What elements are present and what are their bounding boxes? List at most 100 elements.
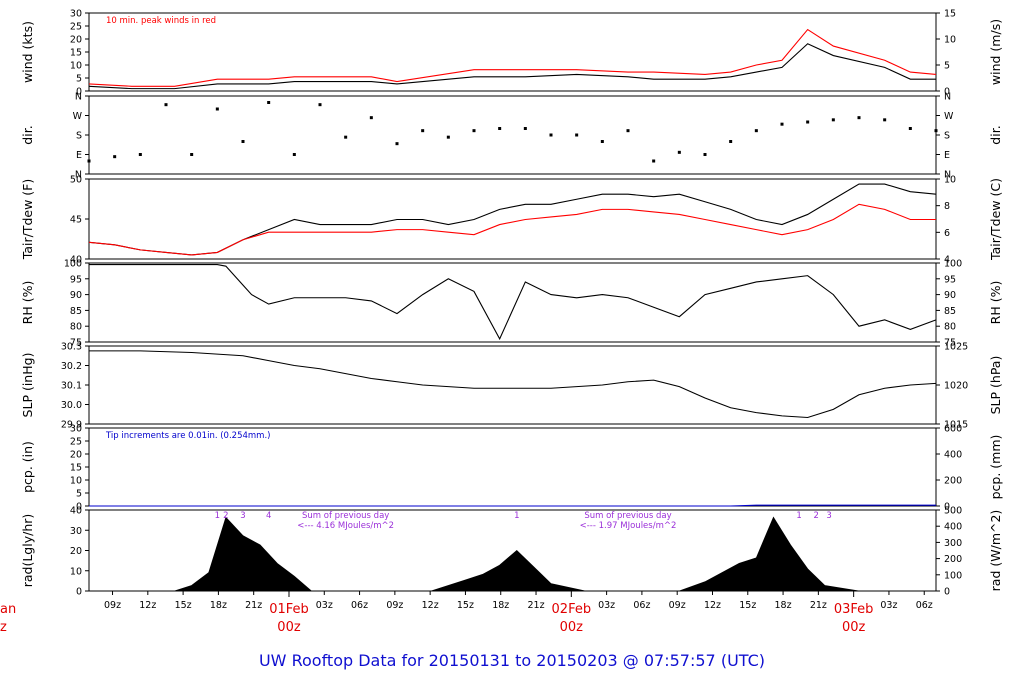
rad-right-tick-label: 200: [944, 554, 962, 565]
rh-left-tick-label: 75: [70, 338, 82, 349]
slp-right-tick-label: 1015: [944, 420, 968, 431]
dir-left-tick-label: N: [75, 92, 82, 103]
pcp-right-tick-label: 600: [944, 424, 962, 435]
wind-note: 10 min. peak winds in red: [106, 16, 216, 26]
rad-daily-sum-value: <--- 1.97 MJoules/m^2: [580, 521, 677, 531]
pcp-series-0: [89, 504, 936, 507]
dir-left-axis-label: dir.: [20, 125, 35, 144]
rh-right-tick-label: 90: [944, 290, 956, 301]
slp-left-axis-label: SLP (inHg): [20, 353, 35, 418]
rh-right-tick-label: 85: [944, 306, 956, 317]
dir-point: [523, 127, 527, 130]
rad-left-tick-label: 10: [70, 566, 82, 577]
rh-left-tick-label: 90: [70, 290, 82, 301]
slp-series-0: [89, 350, 937, 419]
pcp-left-tick-label: 30: [70, 424, 82, 435]
time-tick-label: 03z: [598, 600, 615, 611]
rh-series-0: [89, 264, 937, 341]
time-tick-label: 15z: [739, 600, 756, 611]
dir-point: [703, 153, 707, 156]
time-tick-label: 21z: [245, 600, 262, 611]
dir-point: [87, 159, 91, 163]
dir-left-tick-label: E: [76, 150, 82, 161]
time-tick-label: 03z: [316, 600, 333, 611]
day-date-label: 02Feb: [552, 602, 592, 617]
time-tick-label: 06z: [351, 600, 368, 611]
slp-left-tick-label: 30.1: [61, 381, 82, 392]
dir-point: [652, 159, 656, 163]
wind-left-tick-label: 20: [70, 35, 82, 46]
dir-point: [446, 135, 450, 139]
slp-right-tick-label: 1025: [944, 342, 968, 353]
rad-daily-sum-value: <--- 4.16 MJoules/m^2: [297, 521, 394, 531]
pcp-right-axis-label: pcp. (mm): [988, 435, 1003, 500]
dir-point: [575, 133, 579, 137]
rh-left-axis-label: RH (%): [20, 281, 35, 325]
rad-peak-marker: 1: [796, 511, 801, 521]
dir-right-tick-label: E: [944, 150, 950, 161]
dir-point: [626, 129, 630, 133]
pcp-right-tick-label: 0: [944, 502, 950, 513]
slp-right-tick-label: 1020: [944, 381, 968, 392]
rad-right-tick-label: 300: [944, 538, 962, 549]
rad-right-axis-label: rad (W/m^2): [988, 510, 1003, 592]
slp-left-tick-label: 29.9: [61, 420, 82, 431]
pcp-left-tick-label: 25: [70, 437, 82, 448]
dir-point: [831, 118, 835, 122]
time-axis: 09z 12z 15z 18z 21z 03z 06z 09z 12z 15z 18z 21z 03z 0…: [104, 591, 933, 635]
rad-right-tick-label: 400: [944, 522, 962, 533]
temp-right-tick-label: 10: [944, 175, 956, 186]
dir-point: [472, 129, 476, 133]
dir-right-tick-label: S: [944, 131, 950, 142]
dir-right-tick-label: N: [944, 92, 951, 103]
time-tick-label: 12z: [139, 600, 156, 611]
dir-point: [369, 116, 373, 120]
dir-point: [677, 150, 681, 154]
wind-left-tick-label: 10: [70, 61, 82, 72]
time-tick-label: 06z: [916, 600, 933, 611]
dir-point: [549, 133, 553, 137]
dir-point: [190, 153, 194, 156]
rad-peak-marker: 2: [814, 511, 819, 521]
time-tick-label: 09z: [104, 600, 121, 611]
dir-point: [164, 103, 168, 107]
dir-point: [780, 122, 784, 126]
rh-right-tick-label: 75: [944, 338, 956, 349]
wind-right-tick-label: 5: [944, 61, 950, 72]
rad-peak-marker: 3: [240, 511, 245, 521]
dir-point: [754, 129, 758, 133]
wind-right-axis-label: wind (m/s): [988, 19, 1003, 85]
dir-point: [318, 103, 322, 107]
rad-right-tick-label: 0: [944, 587, 950, 598]
dir-point: [344, 135, 348, 139]
dir-left-tick-label: W: [73, 111, 83, 122]
temp-right-axis-label: Tair/Tdew (C): [988, 178, 1003, 261]
time-tick-label: 03z: [880, 600, 897, 611]
temp-panel-frame: [88, 178, 937, 260]
dir-right-tick-label: W: [944, 111, 954, 122]
pcp-right-tick-label: 200: [944, 476, 962, 487]
rad-area: [157, 516, 936, 592]
dir-point: [498, 127, 502, 130]
rad-peak-marker: 3: [826, 511, 831, 521]
dir-point: [138, 153, 142, 156]
dir-point: [600, 140, 604, 143]
wind-left-tick-label: 30: [70, 9, 82, 20]
day-date-label: 01Feb: [269, 602, 309, 617]
dir-point: [421, 129, 425, 133]
pcp-left-tick-label: 20: [70, 450, 82, 461]
dir-point: [395, 142, 399, 146]
chart-title: UW Rooftop Data for 20150131 to 20150203…: [259, 651, 765, 670]
time-tick-label: 09z: [669, 600, 686, 611]
pcp-note: Tip increments are 0.01in. (0.254mm.): [105, 431, 270, 441]
dir-point: [908, 127, 912, 130]
time-tick-label: 12z: [422, 600, 439, 611]
wind-left-tick-label: 5: [76, 74, 82, 85]
dir-point: [883, 118, 887, 122]
wind-left-tick-label: 25: [70, 22, 82, 33]
time-tick-label: 21z: [527, 600, 544, 611]
rh-right-tick-label: 100: [944, 259, 962, 270]
dir-point: [241, 140, 245, 143]
